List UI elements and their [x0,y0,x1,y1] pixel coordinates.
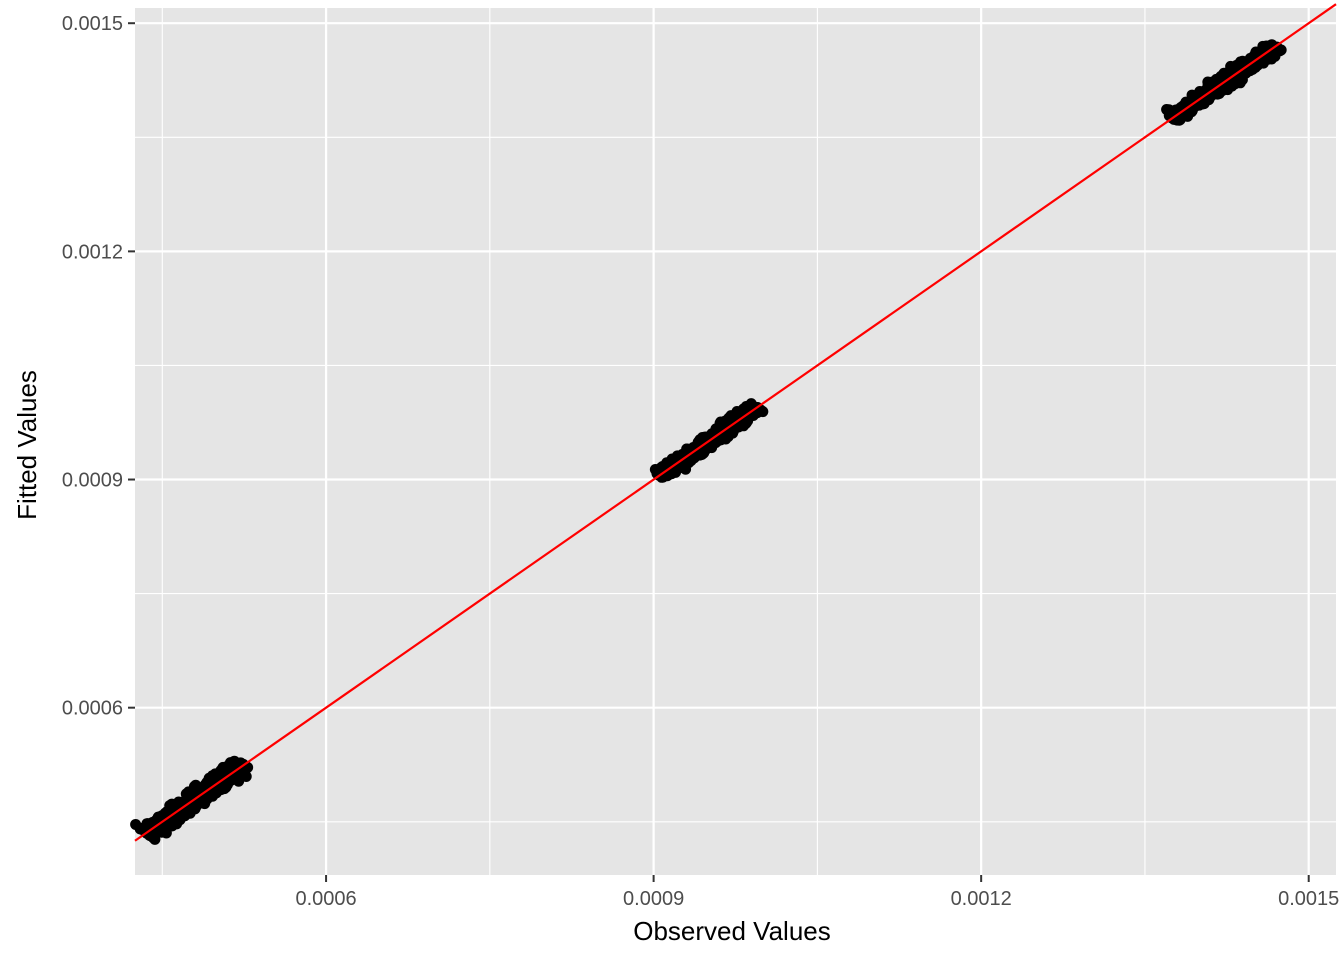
y-tick-label: 0.0012 [62,241,123,263]
identity-reference-line [134,3,1337,842]
y-axis-title: Fitted Values [12,370,42,520]
reference-line-layer [134,3,1337,842]
data-point [716,417,728,429]
data-point [709,433,721,445]
x-tick-label: 0.0006 [295,888,356,910]
data-point [1194,95,1206,107]
y-tick-label: 0.0009 [62,470,123,492]
grid-major [135,8,1336,875]
x-tick-label: 0.0009 [623,888,684,910]
data-point [1230,74,1242,86]
y-tick-label: 0.0006 [62,698,123,720]
data-point [161,806,173,818]
data-point [1239,64,1251,76]
panel-background [135,8,1336,875]
x-tick-label: 0.0015 [1278,888,1339,910]
data-point [206,770,218,782]
y-axis: 0.0006 0.0009 0.0012 0.0015 [62,13,135,720]
x-axis: 0.0006 0.0009 0.0012 0.0015 [295,875,1339,910]
grid-minor [135,8,1336,875]
x-axis-title: Observed Values [633,916,831,946]
data-point [163,818,175,830]
y-tick-label: 0.0015 [62,13,123,35]
data-point [680,457,692,469]
data-point [152,811,164,823]
x-tick-label: 0.0012 [951,888,1012,910]
data-point [231,757,243,769]
data-point [196,782,208,794]
